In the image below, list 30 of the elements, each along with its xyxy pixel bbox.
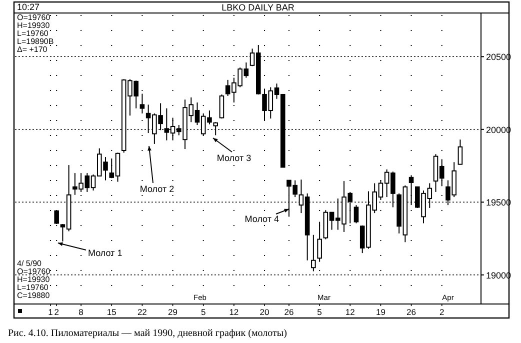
annotation: Молот 1 [88,248,122,258]
x-tick-label: 26 [284,307,294,317]
annotation: Молот 4 [244,214,279,224]
candlestick [317,221,322,262]
candlestick [219,94,224,119]
annotation: Молот 2 [140,184,174,194]
candlestick [311,234,316,272]
annotation: O=19760 H=19930 L=19760 L=19890B Δ= +170 [17,13,54,54]
text: 10:27 [17,2,40,12]
x-tick-label: 20 [260,307,270,317]
chart-title: LBKO DAILY BAR [222,2,295,12]
candlestick [354,204,359,224]
annotation: 4/ 5/90 O=19760 H=19930 L=19760 C=19880 [17,259,51,300]
x-tick-label: 26 [406,307,416,317]
x-tick-label: 29 [168,307,178,317]
candlestick [458,139,463,165]
x-tick-label: 22 [137,307,148,317]
candlestick [140,93,145,114]
x-tick-label: 12 [229,307,239,317]
annotation: Молот 3 [216,153,252,163]
x-tick-label: 15 [106,307,117,317]
x-tick-label: 2 [54,307,60,317]
x-tick-label: 2 [439,307,444,317]
x-tick-label: 5 [317,307,322,317]
x-tick-label: 8 [78,307,84,317]
x-tick-label: 5 [200,307,206,317]
text: Рис. 4.10. Пиломатериалы — май 1990, дневной график (молоты) [8,328,287,339]
x-tick-label: 12 [345,307,356,317]
x-tick-label: 19 [376,307,386,317]
x-tick-label: 1 [48,307,54,317]
